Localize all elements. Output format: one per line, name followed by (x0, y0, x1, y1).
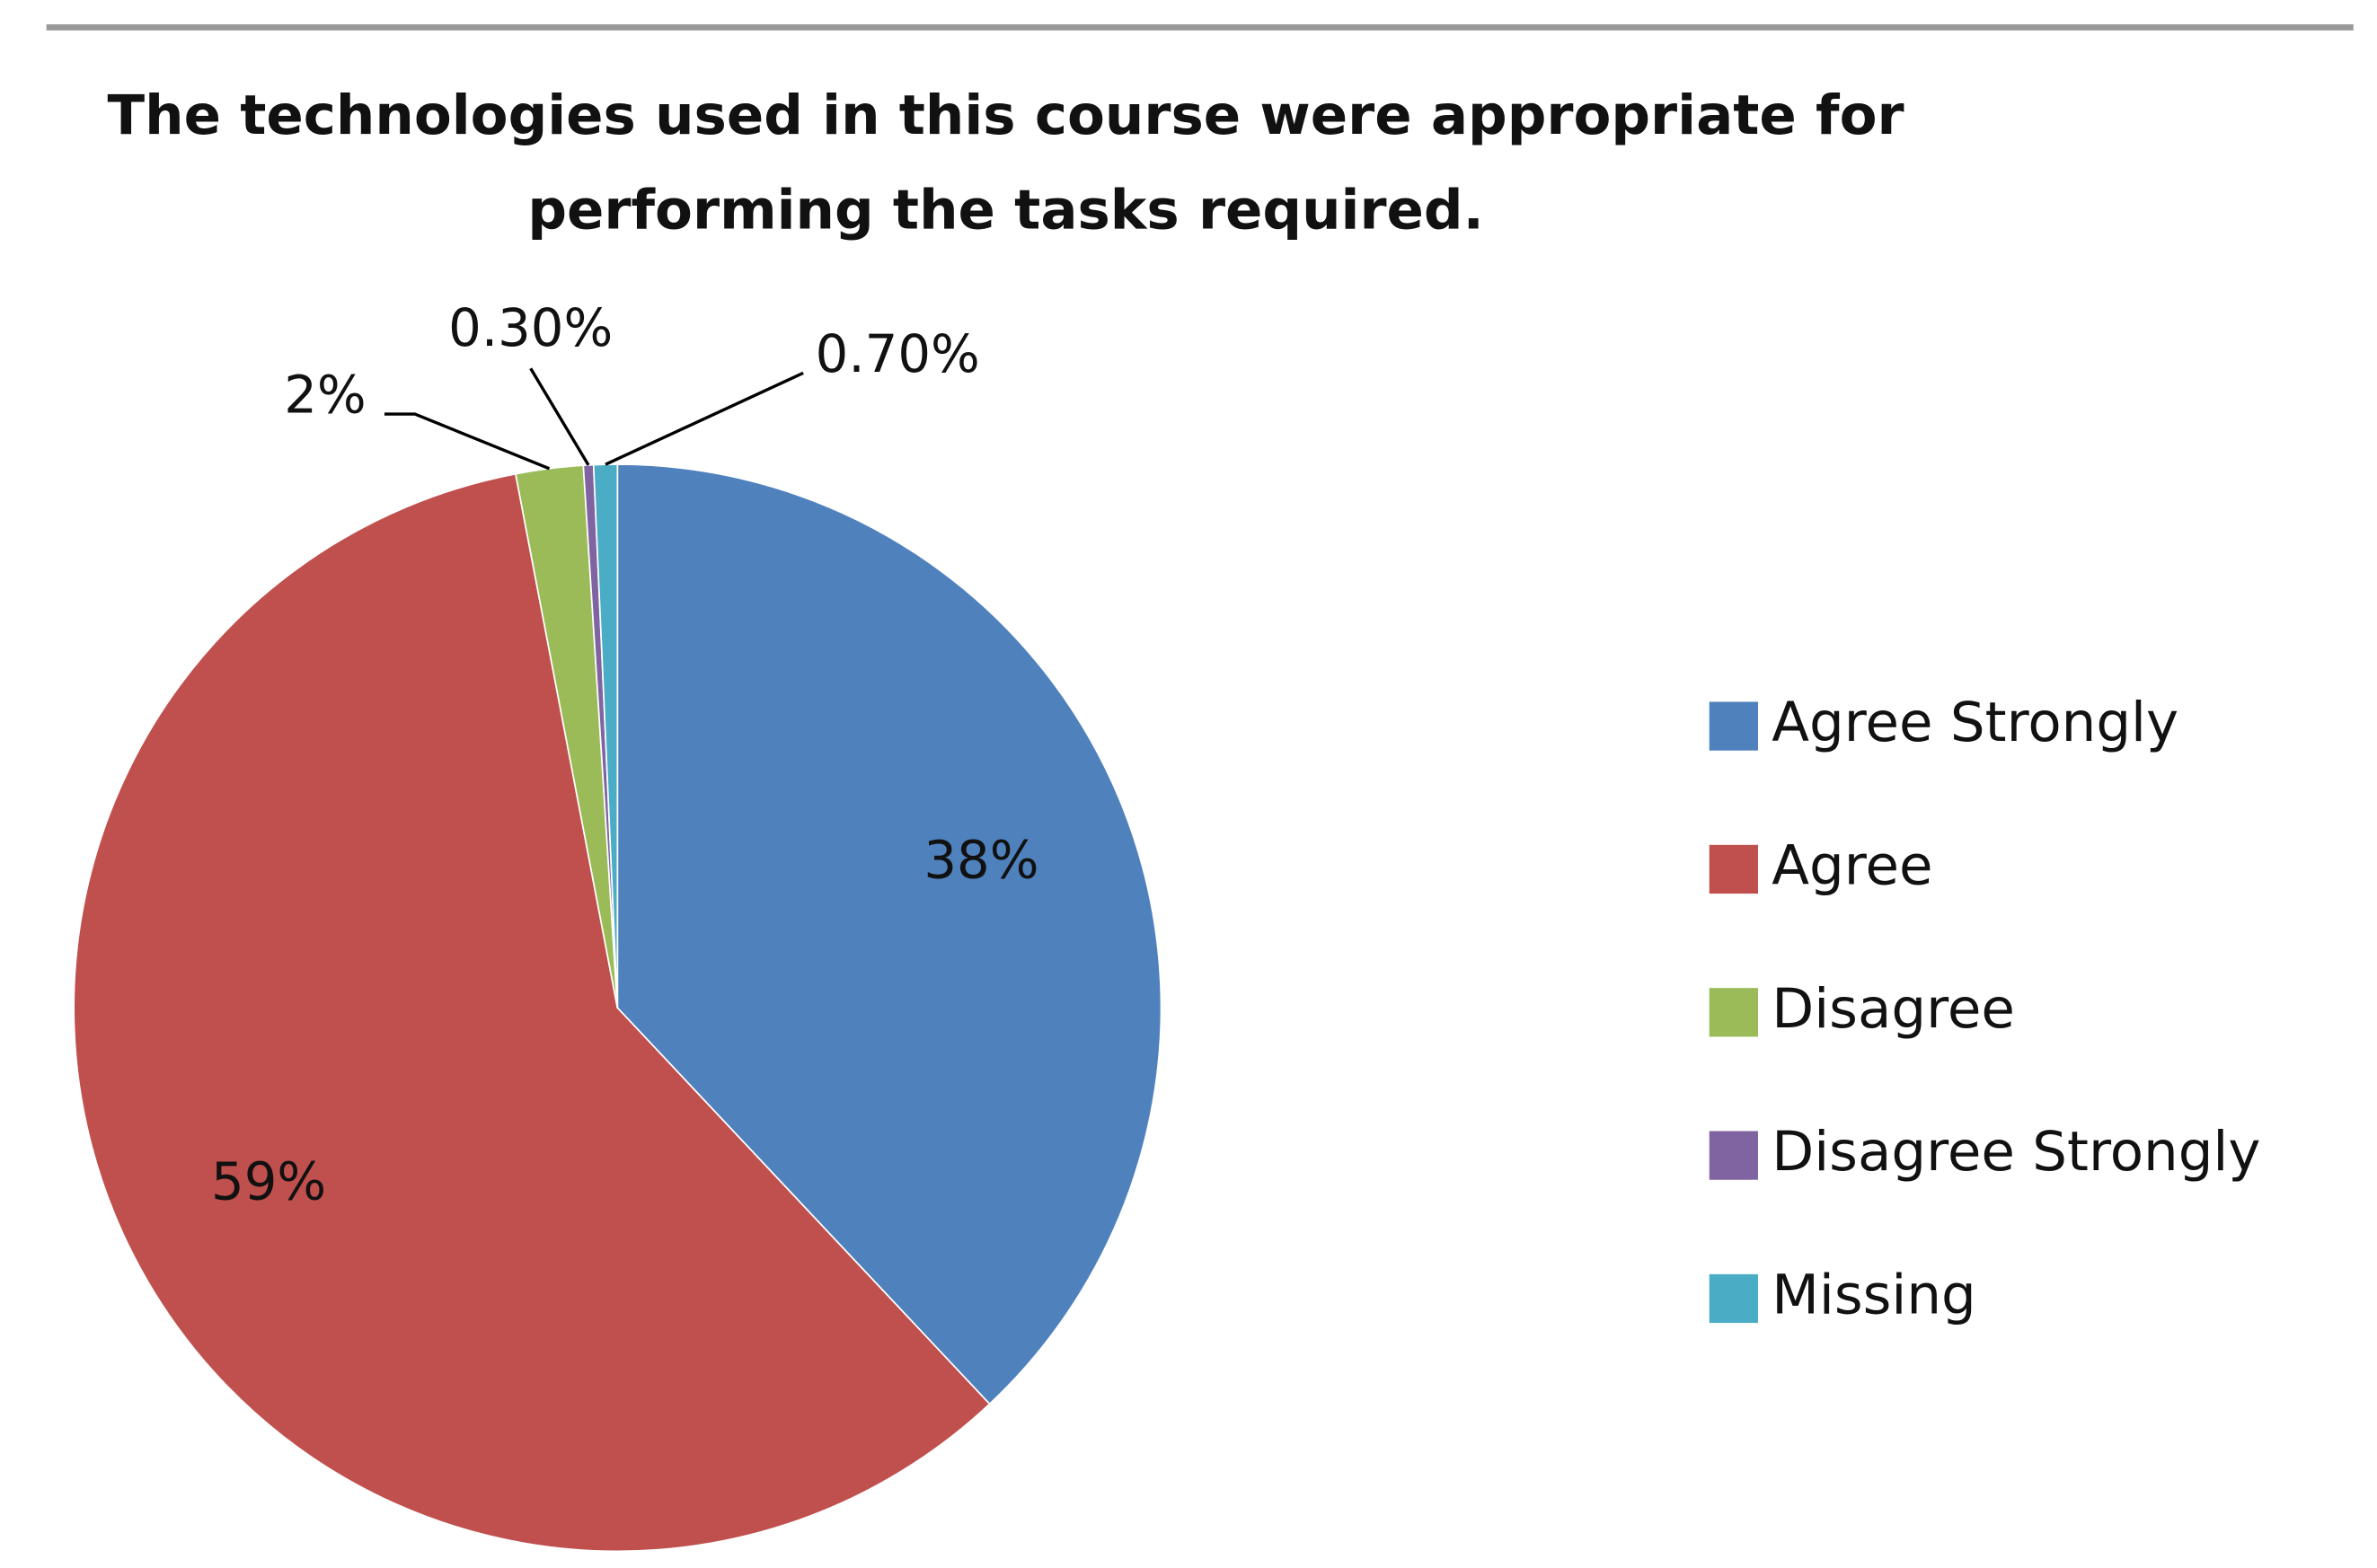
legend-swatch (1709, 988, 1758, 1037)
data-label: 0.30% (448, 298, 613, 358)
data-label: 2% (284, 366, 366, 426)
chart-title: The technologies used in this course wer… (108, 84, 1904, 242)
legend-label: Agree Strongly (1772, 691, 2178, 754)
data-label: 38% (923, 830, 1038, 890)
legend-swatch (1709, 844, 1758, 894)
data-label: 0.70% (816, 324, 980, 384)
legend-label: Disagree Strongly (1772, 1120, 2260, 1184)
legend-swatch (1709, 1131, 1758, 1180)
leader-line (384, 412, 551, 471)
data-label: 59% (211, 1152, 326, 1212)
pie-slice (592, 463, 619, 1009)
pie-slice (73, 472, 991, 1553)
legend-swatch (1709, 701, 1758, 751)
leader-line (529, 367, 590, 466)
legend-label: Disagree (1772, 977, 2015, 1041)
leader-line (605, 371, 804, 466)
legend-label: Agree (1772, 834, 1932, 898)
legend-swatch (1709, 1273, 1758, 1324)
pie-slice (616, 463, 1162, 1405)
legend-label: Missing (1772, 1264, 1976, 1327)
